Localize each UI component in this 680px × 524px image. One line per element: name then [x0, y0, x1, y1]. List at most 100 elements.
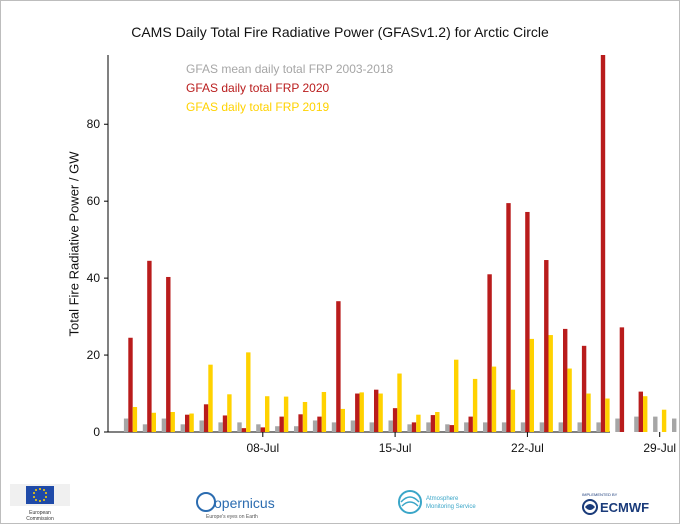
- y-tick-label-20: 20: [87, 348, 101, 362]
- bar-series1-day28: [638, 391, 643, 432]
- x-tick-label-1: 15-Jul: [379, 441, 412, 455]
- bar-series0-day23: [539, 422, 545, 432]
- bar-series1-day22: [525, 211, 530, 432]
- legend: GFAS mean daily total FRP 2003-2018 GFAS…: [186, 60, 393, 117]
- ams-logo-icon: Atmosphere Monitoring Service: [398, 490, 476, 514]
- bar-series2-day21: [510, 389, 516, 432]
- bar-series1-day23: [544, 260, 549, 432]
- bar-series2-day25: [586, 393, 591, 432]
- bar-series0-day17: [426, 422, 431, 432]
- bar-series2-day24: [567, 368, 572, 432]
- bar-series1-day11: [317, 416, 322, 432]
- ams-text-2: Monitoring Service: [426, 504, 476, 510]
- bar-series1-day26: [600, 55, 606, 432]
- bar-series2-day23: [548, 335, 553, 432]
- bar-series0-day4: [180, 424, 185, 432]
- bar-series0-day29: [653, 416, 658, 432]
- bar-series2-day2: [151, 412, 156, 432]
- bar-series2-day13: [359, 392, 364, 432]
- bar-series2-day1: [132, 406, 138, 432]
- bar-series0-day20: [483, 422, 488, 432]
- footer-logos: European Commission opernicus Europe's e…: [0, 470, 680, 522]
- bar-series2-day20: [491, 366, 497, 432]
- y-tick-label-60: 60: [87, 194, 101, 208]
- bar-series0-day3: [161, 418, 167, 432]
- bar-series0-day1: [123, 418, 129, 432]
- bar-series0-day5: [199, 420, 204, 432]
- bar-series2-day7: [246, 352, 251, 432]
- bar-series2-day6: [227, 394, 232, 432]
- bar-series0-day10: [294, 426, 299, 432]
- y-tick-label-80: 80: [87, 117, 101, 131]
- bar-series1-day1: [128, 337, 133, 432]
- bar-series0-day13: [350, 420, 356, 432]
- bar-series2-day3: [170, 412, 175, 432]
- bar-series1-day21: [506, 203, 511, 432]
- bar-series0-day22: [520, 422, 526, 432]
- x-tick-label-0: 08-Jul: [246, 441, 279, 455]
- eu-flag-icon: European Commission: [10, 484, 70, 522]
- bar-series1-day25: [581, 345, 587, 432]
- bar-series2-day4: [189, 413, 194, 432]
- bar-series0-day25: [577, 422, 582, 432]
- chart-title: CAMS Daily Total Fire Radiative Power (G…: [131, 24, 549, 40]
- bar-series1-day20: [487, 274, 492, 432]
- x-tick-label-3: 29-Jul: [643, 441, 676, 455]
- bar-series2-day9: [283, 396, 289, 432]
- bar-series1-day17: [430, 415, 436, 432]
- bar-series1-day12: [336, 301, 341, 432]
- bar-series1-day2: [147, 260, 152, 432]
- bar-series1-day3: [166, 276, 171, 432]
- bar-series1-day16: [411, 422, 417, 432]
- bar-series0-day12: [331, 422, 337, 432]
- eu-label-2: Commission: [26, 516, 54, 522]
- bar-series2-day26: [605, 398, 610, 432]
- bar-series1-day27: [619, 327, 625, 432]
- ecmwf-text: ECMWF: [600, 500, 649, 515]
- bar-series0-day24: [558, 422, 563, 432]
- y-tick-label-40: 40: [87, 271, 101, 285]
- bar-series1-day6: [222, 415, 228, 432]
- bar-series2-day19: [472, 378, 478, 432]
- bar-series0-day18: [445, 424, 450, 432]
- y-tick-label-0: 0: [93, 425, 100, 439]
- bar-series1-day19: [468, 416, 473, 432]
- bar-series0-day21: [501, 422, 507, 432]
- bar-series0-day9: [275, 426, 280, 432]
- legend-entry-2020: GFAS daily total FRP 2020: [186, 81, 330, 95]
- ecmwf-small-text: IMPLEMENTED BY: [582, 492, 618, 497]
- bar-series1-day14: [374, 389, 379, 432]
- bar-series2-day18: [454, 359, 459, 432]
- bar-series0-day7: [237, 422, 242, 432]
- x-tick-label-2: 22-Jul: [511, 441, 544, 455]
- bar-series1-day18: [449, 425, 454, 432]
- bar-series2-day17: [435, 412, 440, 432]
- bar-series1-day4: [185, 414, 190, 432]
- bar-series0-day27: [615, 418, 620, 432]
- bar-series0-day6: [218, 422, 223, 432]
- bar-series2-day28: [643, 396, 648, 432]
- bar-series2-day15: [397, 373, 402, 432]
- bar-series0-day14: [369, 422, 374, 432]
- bar-series1-day24: [563, 328, 568, 432]
- bar-series2-day16: [416, 414, 421, 432]
- bar-series1-day7: [241, 428, 247, 432]
- copernicus-logo-icon: opernicus Europe's eyes on Earth: [196, 492, 275, 520]
- bar-series1-day8: [260, 427, 265, 432]
- bar-series2-day29: [661, 409, 667, 432]
- bar-series2-day8: [265, 396, 270, 432]
- bar-series2-day11: [321, 391, 327, 432]
- copernicus-text: opernicus: [214, 495, 275, 511]
- bar-series2-day22: [529, 338, 534, 432]
- bar-series0-day26: [596, 422, 601, 432]
- bar-series2-day5: [208, 364, 213, 432]
- bar-series1-day13: [355, 393, 360, 432]
- bar-series0-day11: [312, 420, 318, 432]
- bar-series2-day10: [302, 401, 308, 432]
- legend-entry-mean: GFAS mean daily total FRP 2003-2018: [186, 62, 394, 76]
- bar-series1-day5: [203, 404, 209, 432]
- copernicus-subtext: Europe's eyes on Earth: [206, 514, 258, 520]
- bar-series0-day8: [256, 424, 261, 432]
